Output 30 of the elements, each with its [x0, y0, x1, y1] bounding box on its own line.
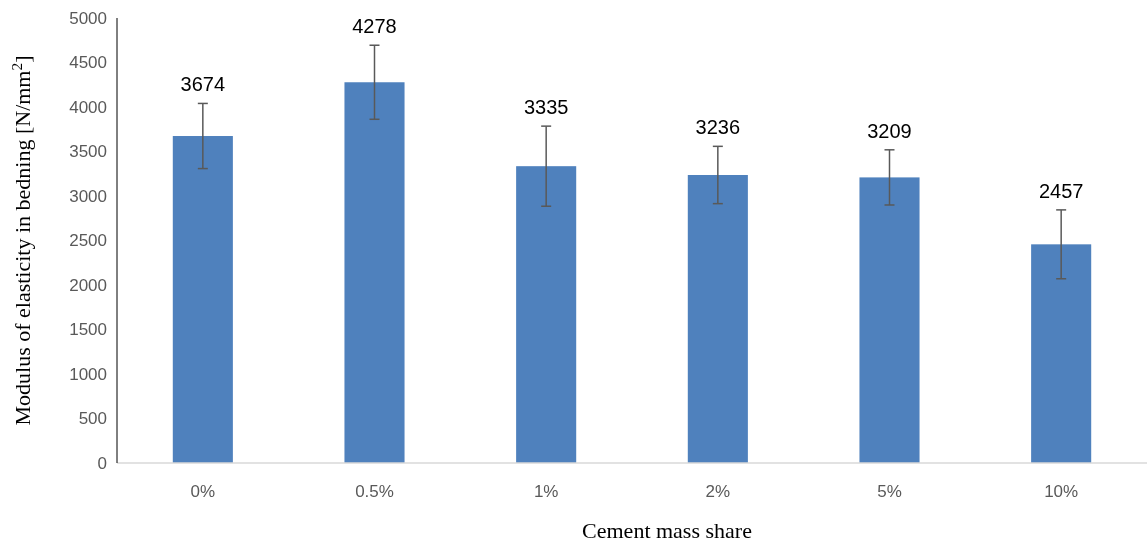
bar — [344, 82, 405, 463]
data-label: 2457 — [1038, 179, 1084, 202]
y-tick-label: 1500 — [69, 320, 107, 340]
y-tick-label: 4000 — [69, 97, 107, 117]
y-tick-label: 3500 — [69, 142, 107, 162]
y-tick-label: 4500 — [69, 53, 107, 73]
y-tick-label: 500 — [78, 409, 107, 429]
bar — [859, 177, 920, 463]
y-tick-label: 3000 — [69, 186, 107, 206]
x-tick-label: 5% — [877, 482, 902, 501]
data-label: 3209 — [867, 119, 912, 142]
y-tick-label: 2000 — [69, 275, 107, 295]
y-tick-label: 1000 — [69, 364, 107, 384]
data-label: 3674 — [180, 73, 226, 96]
x-tick-label: 0.5% — [355, 482, 394, 501]
y-tick-label: 5000 — [69, 8, 107, 28]
x-axis-title: Cement mass share — [582, 518, 752, 543]
x-tick-label: 1% — [533, 482, 559, 501]
data-label: 4278 — [352, 15, 397, 38]
bar — [1031, 244, 1092, 463]
x-tick-label: 10% — [1044, 482, 1079, 501]
data-label: 3236 — [695, 116, 741, 139]
x-tick-label: 2% — [705, 482, 731, 501]
x-tick-label: 0% — [190, 482, 216, 501]
bar — [687, 175, 748, 463]
y-tick-label: 2500 — [69, 231, 107, 251]
data-label: 3335 — [523, 96, 569, 119]
y-tick-label: 0 — [97, 453, 107, 473]
bar — [516, 166, 577, 463]
bar — [172, 136, 233, 463]
